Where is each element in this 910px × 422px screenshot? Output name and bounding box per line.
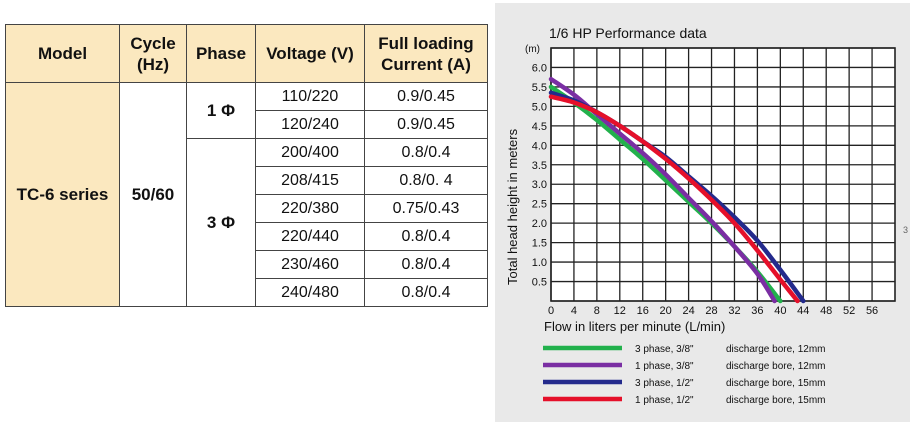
phase-cell-single: 1 Φ <box>186 82 256 139</box>
current-cell: 0.8/0.4 <box>364 250 488 279</box>
legend-bore: discharge bore, 15mm <box>726 378 826 389</box>
legend-bore: discharge bore, 12mm <box>726 344 826 355</box>
current-cell: 0.9/0.45 <box>364 110 488 139</box>
voltage-cell: 220/380 <box>255 194 365 223</box>
table-row: 240/480 0.8/0.4 <box>6 278 488 307</box>
series-line-4 <box>548 94 800 304</box>
header-current: Full loading Current (A) <box>364 24 488 83</box>
edge-mark: 3 <box>902 225 908 235</box>
y-tick-label: 5.5 <box>532 82 547 94</box>
y-tick-label: 5.0 <box>532 101 547 113</box>
legend-series-name: 3 phase, 1/2" <box>635 378 694 389</box>
legend-bore: discharge bore, 15mm <box>726 395 826 406</box>
voltage-cell: 230/460 <box>255 250 365 279</box>
y-tick-label: 6.0 <box>532 62 547 74</box>
table-row: 120/240 0.9/0.45 <box>6 110 488 139</box>
header-model: Model <box>5 24 120 83</box>
y-tick-label: 3.0 <box>532 179 547 191</box>
cycle-cell: 50/60 <box>119 82 187 307</box>
x-tick-label: 36 <box>751 305 763 317</box>
x-tick-label: 40 <box>774 305 786 317</box>
current-cell: 0.75/0.43 <box>364 194 488 223</box>
y-tick-label: 2.5 <box>532 199 547 211</box>
header-phase: Phase <box>186 24 256 83</box>
chart-legend: 3 phase, 3/8" discharge bore, 12mm 1 phase… <box>543 344 826 406</box>
x-tick-label: 4 <box>571 305 577 317</box>
x-tick-label: 28 <box>705 305 717 317</box>
header-voltage: Voltage (V) <box>255 24 365 83</box>
plot-border <box>550 47 896 302</box>
chart-title: 1/6 HP Performance data <box>549 25 707 41</box>
voltage-cell: 220/440 <box>255 222 365 251</box>
voltage-cell: 208/415 <box>255 166 365 195</box>
y-axis-label: Total head height in meters <box>505 128 520 285</box>
header-cycle: Cycle (Hz) <box>119 24 187 83</box>
header-current-line1: Full loading <box>378 33 474 53</box>
voltage-cell: 200/400 <box>255 138 365 167</box>
current-cell: 0.8/0. 4 <box>364 166 488 195</box>
x-tick-label: 48 <box>820 305 832 317</box>
table-row: 208/415 0.8/0. 4 <box>6 166 488 195</box>
x-tick-label: 44 <box>797 305 809 317</box>
table-header-row: Model Cycle (Hz) Phase Voltage (V) Full … <box>5 24 488 83</box>
x-tick-label: 52 <box>843 305 855 317</box>
legend-series-name: 1 phase, 3/8" <box>635 361 694 372</box>
current-cell: 0.8/0.4 <box>364 138 488 167</box>
y-tick-label: 1.5 <box>532 238 547 250</box>
performance-chart-panel: 1/6 HP Performance data (m) Total head h… <box>495 3 910 422</box>
voltage-cell: 110/220 <box>255 82 365 111</box>
voltage-cell: 240/480 <box>255 278 365 307</box>
table-row: 220/380 0.75/0.43 <box>6 194 488 223</box>
model-cell: TC-6 series <box>5 82 120 307</box>
plot-area <box>551 48 895 301</box>
y-tick-label: 4.5 <box>532 121 547 133</box>
table-row: 220/440 0.8/0.4 <box>6 222 488 251</box>
y-tick-label: 4.0 <box>532 140 547 152</box>
phase-cell-three: 3 Φ <box>186 138 256 307</box>
y-tick-label: 2.0 <box>532 218 547 230</box>
current-cell: 0.8/0.4 <box>364 278 488 307</box>
spec-table: Model Cycle (Hz) Phase Voltage (V) Full … <box>5 24 488 307</box>
legend-series-name: 1 phase, 1/2" <box>635 395 694 406</box>
voltage-cell: 120/240 <box>255 110 365 139</box>
y-tick-label: 1.0 <box>532 257 547 269</box>
header-cycle-line2: (Hz) <box>136 54 170 74</box>
table-row: TC-6 series 50/60 1 Φ 110/220 0.9/0.45 <box>5 82 488 307</box>
x-tick-label: 12 <box>614 305 626 317</box>
legend-series-name: 3 phase, 3/8" <box>635 344 694 355</box>
header-cycle-line1: Cycle <box>130 33 176 53</box>
current-cell: 0.8/0.4 <box>364 222 488 251</box>
performance-chart: 1/6 HP Performance data (m) Total head h… <box>505 25 896 406</box>
x-axis-label: Flow in liters per minute (L/min) <box>544 319 725 334</box>
series-layer <box>548 76 806 304</box>
x-tick-label: 32 <box>728 305 740 317</box>
y-unit-label: (m) <box>525 44 540 55</box>
header-current-line2: Current (A) <box>381 54 471 74</box>
legend-bore: discharge bore, 12mm <box>726 361 826 372</box>
x-tick-label: 24 <box>682 305 694 317</box>
current-cell: 0.9/0.45 <box>364 82 488 111</box>
x-tick-label: 56 <box>866 305 878 317</box>
y-tick-label: 3.5 <box>532 160 547 172</box>
x-tick-label: 8 <box>594 305 600 317</box>
x-tick-label: 20 <box>660 305 672 317</box>
axis-ticks: 0 4 8 12 16 20 24 28 32 36 40 44 48 52 560.51.01.52.02… <box>532 62 878 317</box>
table-row: 230/460 0.8/0.4 <box>6 250 488 279</box>
x-tick-label: 0 <box>548 305 554 317</box>
chart-grid <box>550 47 896 302</box>
x-tick-label: 16 <box>637 305 649 317</box>
y-tick-label: 0.5 <box>532 277 547 289</box>
